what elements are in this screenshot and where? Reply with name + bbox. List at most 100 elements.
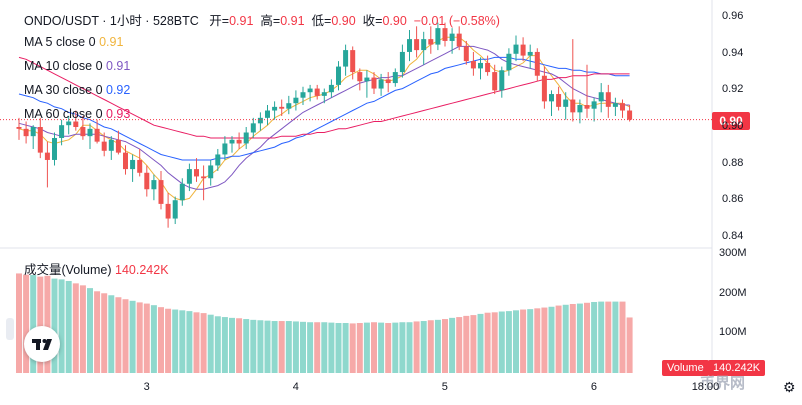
candle-body — [222, 143, 228, 155]
close-label: 收= — [362, 14, 383, 28]
candle-body — [165, 203, 171, 219]
high-value: 0.91 — [280, 14, 305, 28]
volume-legend[interactable]: 成交量(Volume) 140.242K — [24, 259, 169, 278]
volume-bar — [548, 306, 555, 373]
volume-bar — [285, 321, 292, 373]
candle-body — [612, 103, 618, 107]
volume-bar — [420, 321, 427, 373]
volume-bar — [534, 308, 541, 373]
candle-body — [527, 51, 533, 56]
candle-body — [300, 92, 306, 98]
price-tick-label: 0.94 — [722, 46, 744, 59]
volume-bar — [243, 319, 250, 373]
volume-bar — [569, 303, 576, 373]
volume-bar — [434, 319, 441, 373]
tradingview-logo[interactable] — [24, 326, 60, 362]
open-value: 0.91 — [229, 14, 254, 28]
candle-body — [570, 99, 576, 113]
candle-body — [66, 121, 72, 126]
ma5-legend[interactable]: MA 5 close 0 0.91 — [24, 35, 123, 49]
volume-tick-label: 300M — [719, 247, 747, 259]
volume-bar — [51, 278, 58, 373]
candle-body — [478, 62, 483, 69]
candle-body — [357, 72, 363, 82]
volume-bar — [314, 322, 321, 373]
volume-bar — [292, 321, 299, 373]
candle-body — [215, 154, 221, 166]
volume-bar — [605, 301, 612, 373]
candle-body — [87, 128, 93, 137]
price-tick-label: 0.92 — [722, 83, 744, 96]
volume-legend-label: 成交量(Volume) — [24, 263, 112, 277]
candle-body — [250, 123, 256, 133]
candle-body — [130, 159, 136, 170]
volume-bar — [115, 297, 122, 373]
volume-bar — [477, 313, 484, 373]
volume-bar — [342, 323, 349, 373]
ma10-legend[interactable]: MA 10 close 0 0.91 — [24, 59, 130, 73]
volume-bar — [470, 315, 477, 373]
candle-body — [108, 139, 114, 151]
volume-bar — [221, 317, 228, 373]
volume-bar — [129, 300, 136, 373]
volume-bar — [378, 322, 385, 373]
candle-body — [328, 84, 334, 93]
ma60-legend[interactable]: MA 60 close 0 0.93 — [24, 107, 130, 121]
candle-body — [194, 169, 199, 177]
volume-bar — [143, 303, 150, 373]
ma5-value: 0.91 — [99, 35, 124, 49]
change-value: −0.01 (−0.58%) — [413, 14, 500, 28]
open-label: 开= — [209, 14, 230, 28]
time-tick-label: 5 — [441, 381, 448, 393]
volume-bar — [257, 320, 264, 373]
candle-body — [158, 180, 164, 204]
volume-bar — [300, 321, 306, 373]
last-price-badge: 0.90 — [712, 112, 750, 130]
volume-bar — [612, 301, 619, 373]
candle-body — [407, 39, 412, 52]
volume-bar — [328, 322, 335, 373]
price-tick-label: 0.90 — [722, 120, 744, 132]
volume-bar — [413, 321, 420, 373]
settings-icon[interactable]: ⚙ — [783, 379, 796, 395]
candle-body — [470, 61, 476, 69]
candle-body — [144, 172, 150, 190]
candle-body — [52, 137, 57, 160]
scroll-handle[interactable] — [6, 318, 14, 340]
volume-bar — [229, 317, 235, 373]
volume-bar — [44, 275, 51, 373]
candle-body — [414, 39, 420, 51]
candle-body — [16, 127, 22, 129]
volume-bar — [214, 316, 221, 373]
candle-body — [584, 105, 590, 109]
volume-bar — [335, 323, 342, 373]
candle-body — [37, 127, 43, 153]
candle-body — [541, 75, 547, 102]
volume-bar — [484, 312, 491, 373]
volume-bar — [250, 319, 257, 373]
candle-body — [201, 176, 207, 179]
ma30-legend[interactable]: MA 30 close 0 0.92 — [24, 83, 130, 97]
price-tick-label: 0.86 — [722, 193, 744, 206]
volume-bar — [186, 311, 193, 373]
candle-body — [336, 66, 341, 85]
volume-bar — [427, 320, 434, 373]
volume-bar — [101, 293, 108, 373]
volume-bar — [442, 319, 448, 373]
candle-body — [172, 200, 178, 219]
volume-bar — [371, 322, 377, 373]
ma60-value: 0.93 — [106, 107, 131, 121]
volume-bar — [65, 280, 72, 373]
volume-bar — [165, 308, 172, 373]
volume-bar — [307, 322, 314, 373]
volume-bar — [30, 275, 37, 373]
volume-bar — [591, 301, 598, 373]
volume-bar — [122, 299, 129, 373]
time-tick-label: 6 — [590, 381, 598, 393]
volume-bar — [58, 279, 65, 373]
candle-body — [378, 79, 384, 89]
candle-body — [577, 105, 583, 113]
volume-bar — [172, 309, 179, 373]
volume-bar — [136, 302, 143, 373]
